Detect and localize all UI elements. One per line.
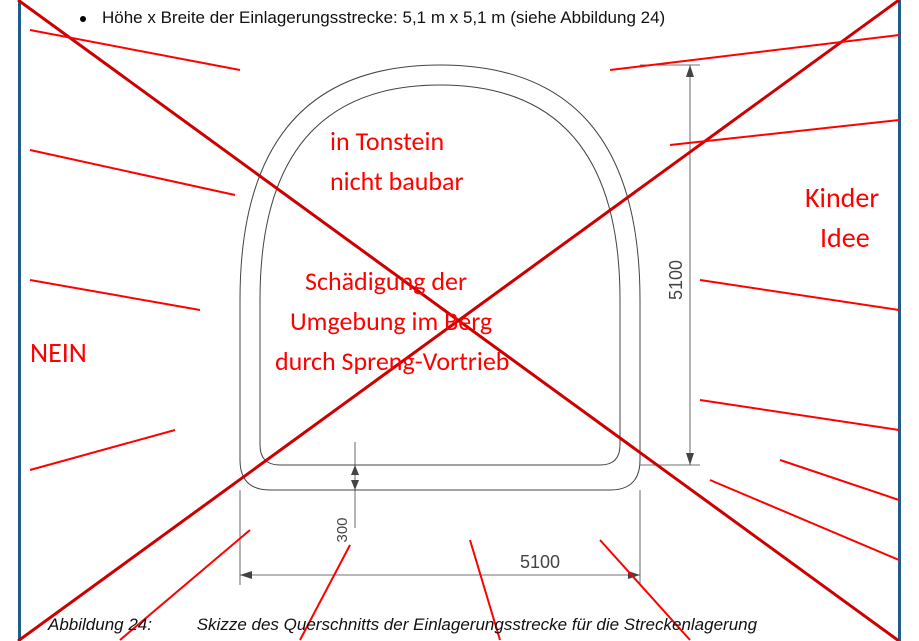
tunnel-inner-outline: [260, 85, 620, 465]
bullet-row: Höhe x Breite der Einlagerungsstrecke: 5…: [80, 8, 665, 28]
anno-idee: Idee: [820, 220, 870, 255]
figure-caption-text: Skizze des Querschnitts der Einlagerungs…: [197, 615, 757, 634]
figure-caption: Abbildung 24: Skizze des Querschnitts de…: [48, 615, 757, 635]
figure-caption-number: Abbildung 24:: [48, 615, 152, 634]
bullet-text: Höhe x Breite der Einlagerungsstrecke: 5…: [102, 8, 665, 28]
tunnel-outer-outline: [240, 65, 640, 490]
dim-height-label: 5100: [666, 260, 686, 300]
dim-width: [240, 490, 640, 585]
bullet-dot: [80, 16, 86, 22]
page-left-border: [18, 0, 21, 641]
dim-floor: [340, 442, 370, 528]
dim-floor-label: 300: [334, 517, 351, 542]
anno-nein: NEIN: [30, 335, 87, 370]
anno-kinder: Kinder: [805, 180, 879, 215]
dim-width-label: 5100: [520, 552, 560, 572]
tunnel-diagram: 5100 5100 300: [180, 40, 736, 610]
page-right-border: [898, 0, 901, 641]
